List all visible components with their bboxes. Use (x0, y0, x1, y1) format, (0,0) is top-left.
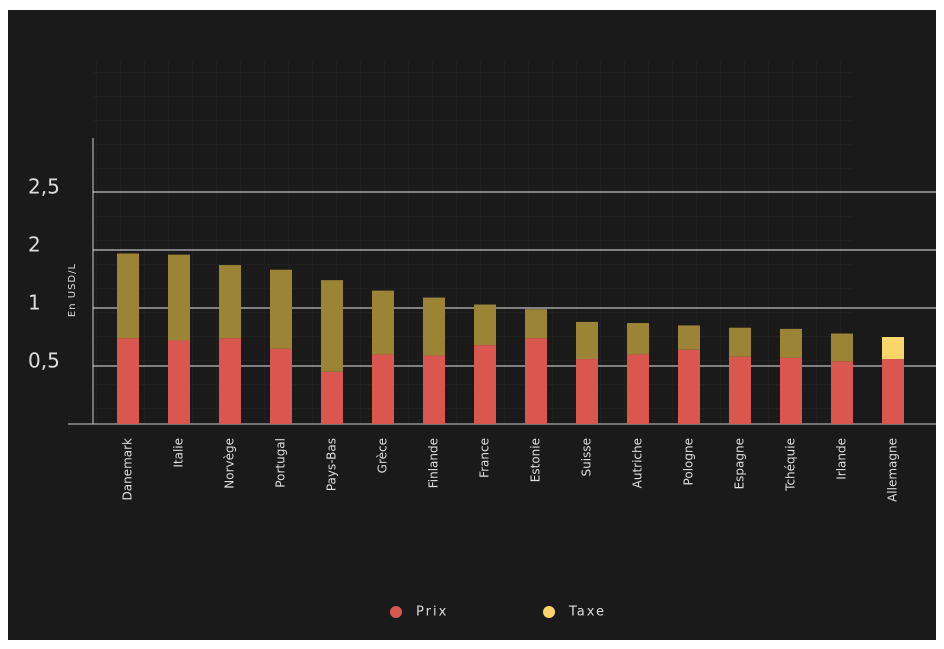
y-tick-label: 0,5 (28, 349, 60, 373)
bar-segment (627, 323, 649, 355)
bar-segment (372, 354, 394, 424)
x-tick-label: France (478, 438, 492, 478)
x-tick-label: Suisse (580, 438, 594, 476)
x-tick-label: Pologne (682, 438, 696, 485)
bar-segment (882, 359, 904, 424)
legend-marker (390, 606, 402, 618)
y-tick-label: 1 (28, 291, 41, 315)
y-tick-label: 2 (28, 233, 41, 257)
x-tick-label: Estonie (529, 438, 543, 482)
legend-label: Prix (416, 605, 448, 620)
x-tick-label: Danemark (121, 438, 135, 501)
y-tick-label: 2,5 (28, 175, 60, 199)
x-tick-label: Irlande (835, 438, 849, 480)
bar-segment (270, 348, 292, 424)
bar-segment (882, 337, 904, 360)
bar-segment (321, 371, 343, 424)
x-tick-label: Allemagne (886, 438, 900, 502)
bar-segment (270, 269, 292, 349)
bar-segment (780, 328, 802, 358)
x-tick-label: Grèce (376, 438, 390, 473)
bar-segment (576, 359, 598, 424)
bar-segment (831, 333, 853, 362)
x-tick-label: Espagne (733, 438, 747, 489)
bar-segment (321, 280, 343, 372)
bar-segment (219, 338, 241, 424)
bar-segment (525, 338, 547, 424)
bar-segment (525, 309, 547, 339)
bar-segment (423, 297, 445, 356)
bar-segment (627, 354, 649, 424)
bar-segment (219, 265, 241, 339)
x-tick-label: Pays-Bas (325, 438, 339, 491)
y-axis-label: En USD/L (67, 263, 78, 317)
bar-segment (729, 327, 751, 357)
bar-segment (576, 321, 598, 360)
x-tick-label: Tchéquie (784, 438, 798, 492)
bar-segment (780, 357, 802, 424)
legend-marker (543, 606, 555, 618)
bar-segment (678, 349, 700, 424)
bar-segment (423, 355, 445, 424)
bar-segment (678, 325, 700, 350)
legend-label: Taxe (568, 605, 606, 620)
x-tick-label: Italie (172, 438, 186, 468)
bar-segment (372, 290, 394, 355)
x-tick-label: Finlande (427, 438, 441, 488)
bar-segment (474, 345, 496, 424)
x-tick-label: Portugal (274, 438, 288, 488)
bar-segment (831, 361, 853, 424)
x-tick-label: Autriche (631, 438, 645, 488)
bar-segment (168, 340, 190, 424)
bar-segment (729, 356, 751, 424)
x-tick-label: Norvège (223, 438, 237, 489)
bar-segment (117, 338, 139, 424)
bar-segment (474, 304, 496, 346)
bar-segment (168, 254, 190, 341)
bar-segment (117, 253, 139, 339)
